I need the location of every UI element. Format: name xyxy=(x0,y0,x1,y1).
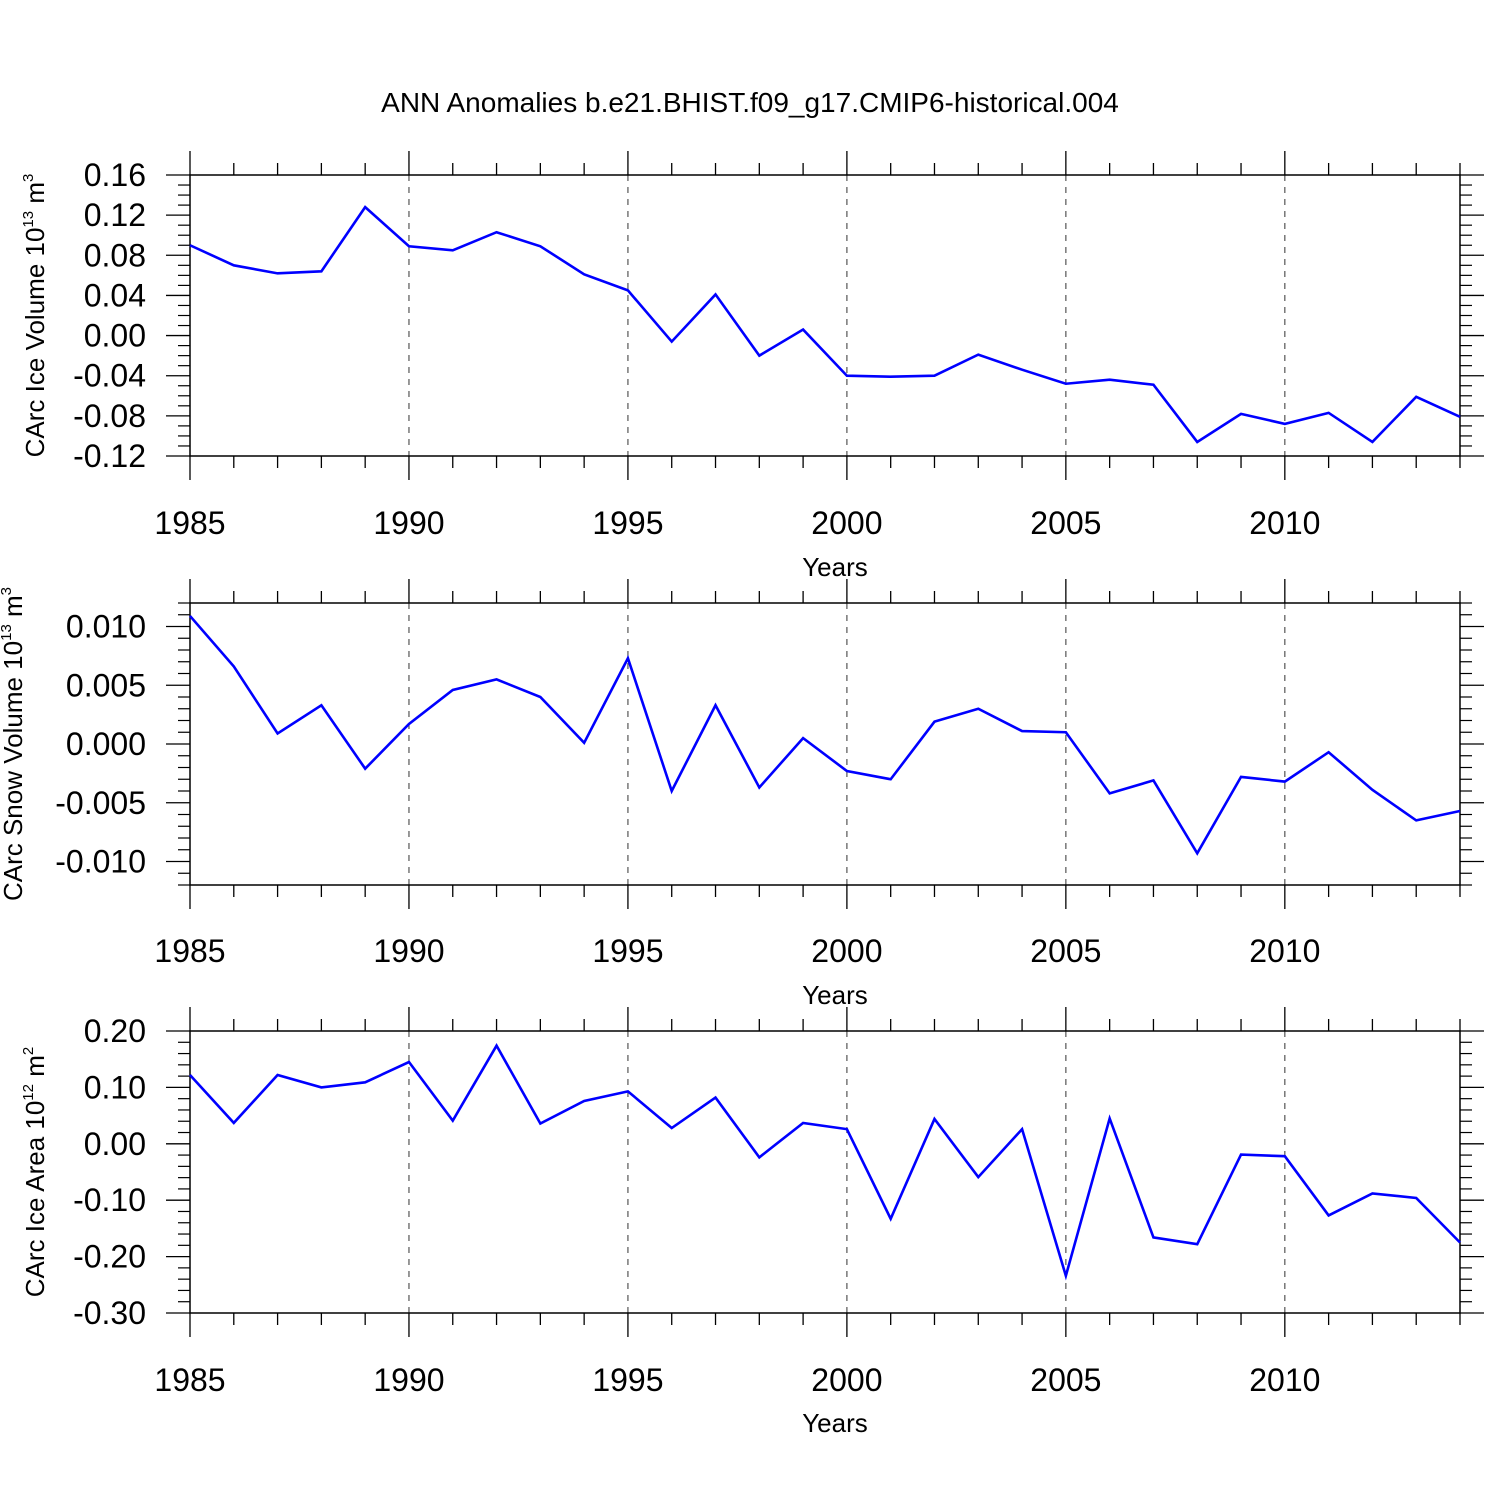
y-tick-label: -0.30 xyxy=(73,1295,146,1331)
page-title: ANN Anomalies b.e21.BHIST.f09_g17.CMIP6-… xyxy=(381,87,1119,118)
x-tick-label: 2010 xyxy=(1249,1362,1320,1398)
y-tick-label: -0.20 xyxy=(73,1239,146,1275)
series-line xyxy=(189,615,1461,856)
series-line xyxy=(189,1043,1461,1281)
y-axis-title-text: m xyxy=(0,595,28,624)
x-tick-label: 1990 xyxy=(373,1362,444,1398)
x-tick-label: 1995 xyxy=(592,933,663,969)
y-axis-title-text: m xyxy=(20,1055,50,1084)
x-axis-title: Years xyxy=(802,552,868,582)
y-axis-title-text: CArc Ice Area 10 xyxy=(20,1101,50,1298)
x-tick-label: 1985 xyxy=(154,505,225,541)
y-axis-title-text: CArc Ice Volume 10 xyxy=(20,228,50,458)
plot-frame xyxy=(189,174,1461,457)
x-tick-label: 2010 xyxy=(1249,933,1320,969)
x-tick-label: 2010 xyxy=(1249,505,1320,541)
plot-frame xyxy=(189,602,1461,886)
y-axis-title-superscript: 3 xyxy=(0,587,15,595)
y-tick-label: -0.08 xyxy=(73,398,146,434)
y-tick-label: 0.000 xyxy=(66,726,146,762)
y-axis-title-text: CArc Snow Volume 10 xyxy=(0,641,28,901)
x-tick-label: 1995 xyxy=(592,1362,663,1398)
y-tick-label: 0.04 xyxy=(84,277,146,313)
y-tick-label: 0.08 xyxy=(84,237,146,273)
y-tick-label: -0.04 xyxy=(73,358,146,394)
y-axis-title: CArc Ice Volume 1013 m3 xyxy=(20,174,50,458)
x-tick-label: 1990 xyxy=(373,933,444,969)
x-axis-title: Years xyxy=(802,1408,868,1438)
x-tick-label: 2000 xyxy=(811,1362,882,1398)
y-axis-title-superscript: 3 xyxy=(20,174,37,182)
y-axis-title-text: m xyxy=(20,182,50,211)
x-tick-label: 2005 xyxy=(1030,505,1101,541)
chart-panel-ice-volume: -0.12 -0.08 -0.04 0.00 0.04 0.08 0.12 0.16 1985 1… xyxy=(20,151,1484,582)
y-axis-title-superscript: 13 xyxy=(20,211,37,228)
y-tick-label: -0.12 xyxy=(73,438,146,474)
y-tick-label: -0.005 xyxy=(55,785,146,821)
y-tick-label: 0.005 xyxy=(66,667,146,703)
plot-frame xyxy=(189,1030,1461,1314)
chart-panel-ice-area: -0.30 -0.20 -0.10 0.00 0.10 0.20 1985 1990 1995 2… xyxy=(20,1007,1484,1438)
y-tick-label: 0.00 xyxy=(84,318,146,354)
x-tick-label: 1985 xyxy=(154,933,225,969)
y-tick-label: -0.010 xyxy=(55,844,146,880)
y-axis-title: CArc Snow Volume 1013 m3 xyxy=(0,587,28,901)
y-axis-title-superscript: 2 xyxy=(20,1047,37,1055)
y-tick-label: 0.00 xyxy=(84,1126,146,1162)
y-tick-label: 0.010 xyxy=(66,609,146,645)
y-tick-label: 0.20 xyxy=(84,1013,146,1049)
y-tick-label: -0.10 xyxy=(73,1182,146,1218)
x-tick-label: 1990 xyxy=(373,505,444,541)
y-axis-title: CArc Ice Area 1012 m2 xyxy=(20,1047,50,1297)
x-tick-label: 1995 xyxy=(592,505,663,541)
y-axis-title-superscript: 13 xyxy=(0,624,15,641)
x-tick-label: 1985 xyxy=(154,1362,225,1398)
x-axis-title: Years xyxy=(802,980,868,1010)
x-tick-label: 2000 xyxy=(811,505,882,541)
y-tick-label: 0.10 xyxy=(84,1069,146,1105)
y-tick-label: 0.12 xyxy=(84,197,146,233)
y-tick-label: 0.16 xyxy=(84,157,146,193)
chart-panel-snow-volume: -0.010 -0.005 0.000 0.005 0.010 1985 1990 1995 2… xyxy=(0,579,1484,1010)
x-tick-label: 2000 xyxy=(811,933,882,969)
x-tick-label: 2005 xyxy=(1030,1362,1101,1398)
x-tick-label: 2005 xyxy=(1030,933,1101,969)
series-line xyxy=(189,205,1461,444)
y-axis-title-superscript: 12 xyxy=(20,1084,37,1101)
